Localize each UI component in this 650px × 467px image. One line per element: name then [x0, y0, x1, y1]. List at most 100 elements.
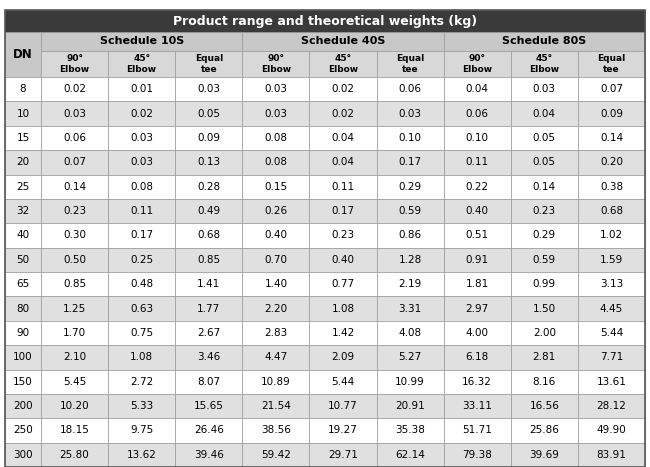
Bar [511, 126, 578, 150]
Text: 250: 250 [13, 425, 33, 435]
Text: 1.02: 1.02 [600, 230, 623, 241]
Bar [376, 394, 444, 418]
Text: 51.71: 51.71 [462, 425, 492, 435]
Text: 1.59: 1.59 [600, 255, 623, 265]
Bar [108, 223, 176, 248]
Text: 0.38: 0.38 [600, 182, 623, 191]
Text: 0.09: 0.09 [198, 133, 220, 143]
Bar [376, 223, 444, 248]
Bar [242, 272, 309, 297]
Bar [578, 297, 645, 321]
Text: Schedule 10S: Schedule 10S [99, 36, 184, 47]
Text: DN: DN [13, 48, 33, 61]
Text: 0.03: 0.03 [265, 108, 287, 119]
Bar [444, 418, 511, 443]
Bar [242, 297, 309, 321]
Bar [176, 101, 242, 126]
Text: 0.10: 0.10 [398, 133, 422, 143]
Text: 0.59: 0.59 [398, 206, 422, 216]
Text: 0.17: 0.17 [398, 157, 422, 167]
Bar [41, 175, 108, 199]
Bar [309, 77, 376, 101]
Text: 0.15: 0.15 [265, 182, 287, 191]
Bar [5, 223, 41, 248]
Text: 0.05: 0.05 [533, 157, 556, 167]
Text: 0.23: 0.23 [63, 206, 86, 216]
Bar [242, 51, 309, 77]
Text: 25.80: 25.80 [60, 450, 90, 460]
Text: 0.02: 0.02 [63, 84, 86, 94]
Text: 28.12: 28.12 [597, 401, 627, 411]
Text: 2.10: 2.10 [63, 352, 86, 362]
Bar [242, 321, 309, 345]
Text: 2.09: 2.09 [332, 352, 354, 362]
Text: 19.27: 19.27 [328, 425, 358, 435]
Text: 45°
Elbow: 45° Elbow [127, 54, 157, 74]
Text: 0.28: 0.28 [197, 182, 220, 191]
Bar [309, 223, 376, 248]
Bar [444, 272, 511, 297]
Bar [376, 199, 444, 223]
Text: 16.56: 16.56 [529, 401, 559, 411]
Text: 0.77: 0.77 [332, 279, 354, 289]
Text: 0.06: 0.06 [398, 84, 422, 94]
Bar [5, 321, 41, 345]
Text: 0.26: 0.26 [265, 206, 287, 216]
Text: 0.01: 0.01 [130, 84, 153, 94]
Text: 7.71: 7.71 [600, 352, 623, 362]
Text: 0.14: 0.14 [63, 182, 86, 191]
Bar [41, 101, 108, 126]
Text: 0.11: 0.11 [465, 157, 489, 167]
Bar [242, 418, 309, 443]
Text: 1.70: 1.70 [63, 328, 86, 338]
Bar [41, 126, 108, 150]
Text: 0.04: 0.04 [332, 133, 354, 143]
Bar [376, 248, 444, 272]
Bar [41, 51, 108, 77]
Bar [578, 175, 645, 199]
Bar [242, 150, 309, 175]
Text: 0.99: 0.99 [533, 279, 556, 289]
Text: 0.40: 0.40 [265, 230, 287, 241]
Text: Equal
tee: Equal tee [597, 54, 625, 74]
Bar [444, 321, 511, 345]
Text: 16.32: 16.32 [462, 377, 492, 387]
Text: 20.91: 20.91 [395, 401, 425, 411]
Bar [41, 32, 242, 51]
Text: 39.69: 39.69 [529, 450, 559, 460]
Bar [41, 345, 108, 369]
Text: 0.75: 0.75 [130, 328, 153, 338]
Text: 0.23: 0.23 [332, 230, 354, 241]
Bar [108, 443, 176, 467]
Bar [578, 345, 645, 369]
Bar [376, 345, 444, 369]
Text: 0.85: 0.85 [197, 255, 220, 265]
Bar [309, 248, 376, 272]
Text: 0.86: 0.86 [398, 230, 422, 241]
Bar [176, 248, 242, 272]
Bar [5, 345, 41, 369]
Text: 80: 80 [16, 304, 29, 313]
Bar [511, 51, 578, 77]
Text: 59.42: 59.42 [261, 450, 291, 460]
Text: 0.13: 0.13 [197, 157, 220, 167]
Bar [5, 418, 41, 443]
Bar [108, 51, 176, 77]
Text: 0.05: 0.05 [198, 108, 220, 119]
Bar [511, 223, 578, 248]
Bar [242, 223, 309, 248]
Bar [5, 101, 41, 126]
Text: 0.29: 0.29 [398, 182, 422, 191]
Bar [5, 150, 41, 175]
Text: 0.91: 0.91 [465, 255, 489, 265]
Bar [41, 369, 108, 394]
Text: 90°
Elbow: 90° Elbow [462, 54, 492, 74]
Bar [578, 150, 645, 175]
Bar [5, 77, 41, 101]
Text: 0.17: 0.17 [332, 206, 354, 216]
Text: 1.40: 1.40 [265, 279, 287, 289]
Bar [511, 394, 578, 418]
Bar [309, 345, 376, 369]
Text: 10.20: 10.20 [60, 401, 89, 411]
Bar [176, 175, 242, 199]
